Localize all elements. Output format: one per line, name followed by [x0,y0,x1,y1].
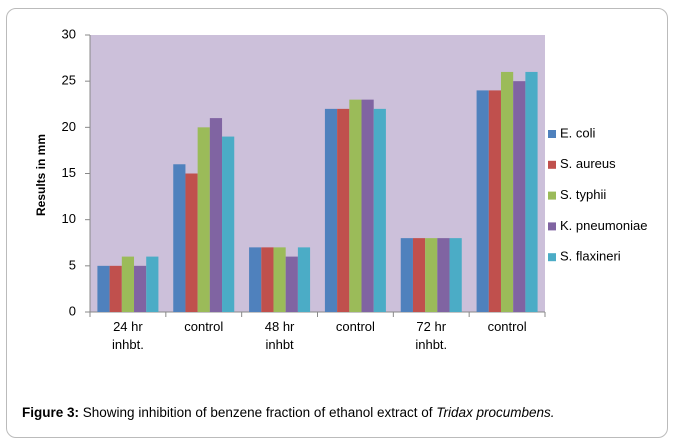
figure-frame [6,8,668,438]
bar [185,173,198,312]
y-tick-label: 0 [69,303,76,318]
bar [297,247,311,312]
y-tick-label: 5 [69,257,76,272]
y-tick-label: 25 [62,73,76,88]
bar [261,247,274,312]
legend-swatch [548,222,556,231]
bar [361,99,374,312]
caption-label: Figure 3: [22,405,80,420]
caption-species: Tridax procumbens. [436,405,555,420]
bar [324,108,338,312]
bar [121,256,135,312]
caption-text: Showing inhibition of benzene fraction o… [82,405,437,420]
y-tick-label: 20 [62,119,76,134]
bar [273,247,286,312]
bar [197,127,210,312]
bar [400,238,413,312]
y-axis-label: Results in mm [34,134,48,216]
y-tick-label: 30 [62,26,76,41]
bar [525,71,538,312]
legend-label: S. flaxineri [560,249,621,264]
x-tick-label: control [184,319,224,334]
bar [412,238,426,312]
legend-swatch [548,160,556,169]
bar [476,90,489,313]
x-tick-label: control [487,319,527,334]
bar [437,238,450,312]
bar [513,81,526,313]
bar [285,256,298,312]
y-tick-label: 10 [62,211,76,226]
x-tick-label: 24 hr inhbt. [112,319,144,352]
bar [488,90,501,313]
legend-label: K. pneumoniae [560,218,647,233]
bar [337,108,350,312]
bar [146,256,159,312]
plot-area [90,35,545,312]
bar [373,108,386,312]
legend-swatch [548,253,556,262]
y-tick-label: 15 [62,165,76,180]
bar [500,71,514,312]
bar [349,99,362,312]
bar [173,164,186,312]
bar [222,136,235,312]
bar [209,118,223,312]
x-tick-label: 72 hr inhbt. [415,319,448,352]
legend-swatch [548,191,556,200]
legend-label: S. aureus [560,156,616,171]
legend-label: E. coli [560,125,596,140]
bar [134,265,147,312]
bar [249,247,262,312]
bar [109,265,122,312]
x-tick-label: control [335,319,375,334]
caption: Figure 3: Showing inhibition of benzene … [22,403,662,422]
bar [97,265,110,312]
legend-swatch [548,130,556,138]
bar [425,238,438,312]
legend-label: S. typhii [560,187,606,202]
x-tick-label: 48 hr inhbt [264,319,295,352]
bar [449,238,462,312]
